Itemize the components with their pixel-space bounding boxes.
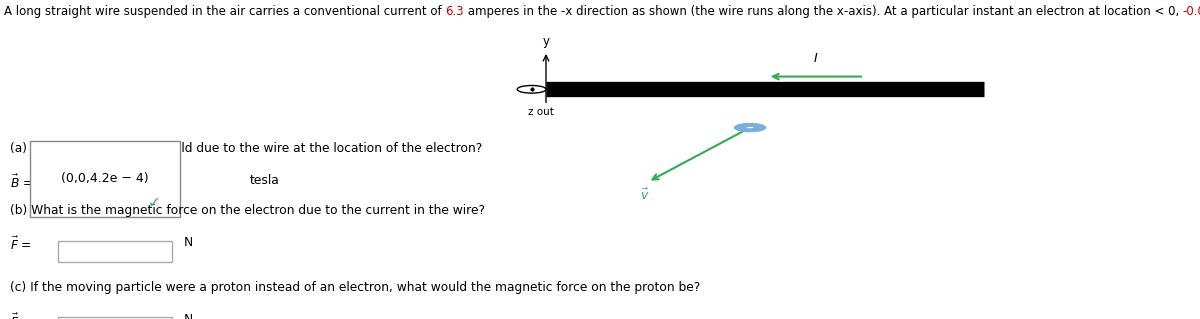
Text: (a) What is the magnetic field due to the wire at the location of the electron?: (a) What is the magnetic field due to th… — [10, 142, 482, 155]
Text: x: x — [582, 81, 589, 94]
Text: (c) If the moving particle were a proton instead of an electron, what would the : (c) If the moving particle were a proton… — [10, 281, 700, 294]
Text: y: y — [542, 35, 550, 48]
Text: N: N — [184, 313, 193, 319]
Text: $\vec{v}$: $\vec{v}$ — [640, 188, 649, 204]
Circle shape — [734, 123, 766, 132]
Text: A long straight wire suspended in the air carries a conventional current of: A long straight wire suspended in the ai… — [4, 5, 445, 18]
Text: z out: z out — [528, 107, 554, 117]
Text: $\vec{F}$ =: $\vec{F}$ = — [10, 236, 31, 253]
Text: −: − — [746, 122, 754, 133]
FancyBboxPatch shape — [58, 317, 172, 319]
Text: tesla: tesla — [250, 174, 280, 187]
Text: N: N — [184, 236, 193, 249]
Text: $\vec{B}$ =: $\vec{B}$ = — [10, 174, 32, 191]
Text: (0,0,4.2e − 4): (0,0,4.2e − 4) — [61, 172, 149, 185]
Text: I: I — [814, 52, 818, 65]
Text: 6.3: 6.3 — [445, 5, 463, 18]
Text: -0.003: -0.003 — [1183, 5, 1200, 18]
Text: (b) What is the magnetic force on the electron due to the current in the wire?: (b) What is the magnetic force on the el… — [10, 204, 485, 217]
Text: amperes in the -x direction as shown (the wire runs along the x-axis). At a part: amperes in the -x direction as shown (th… — [463, 5, 1183, 18]
Text: ✓: ✓ — [148, 195, 161, 210]
Text: $\vec{F}$ =: $\vec{F}$ = — [10, 313, 31, 319]
FancyBboxPatch shape — [58, 241, 172, 262]
